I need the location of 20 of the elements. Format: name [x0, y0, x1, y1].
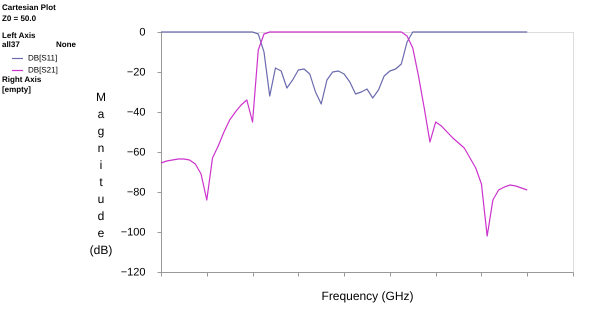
text: all37 — [2, 40, 20, 49]
y-tick-label: −120 — [120, 266, 146, 278]
line-series — [160, 31, 528, 237]
y-tick-label: −100 — [120, 226, 146, 238]
text: None — [56, 40, 77, 49]
text: Cartesian Plot — [2, 3, 56, 12]
legend-title: Left Axis — [2, 31, 36, 40]
legend-label: DB[S11] — [28, 54, 58, 62]
y-tick-label: −60 — [126, 146, 146, 158]
text: [empty] — [2, 85, 32, 94]
line-series — [160, 31, 528, 105]
y-tick-label: 0 — [139, 26, 146, 38]
text: Right Axis — [2, 75, 42, 84]
text: Magnitude (dB) — [90, 90, 112, 257]
y-tick-label: −40 — [126, 106, 146, 118]
legend-label: DB[S21] — [28, 66, 58, 74]
y-tick-label: −80 — [126, 186, 146, 198]
y-tick-label: −20 — [126, 66, 146, 78]
text: Z0 = 50.0 — [2, 14, 37, 23]
x-axis-title: Frequency (GHz) — [321, 289, 414, 303]
